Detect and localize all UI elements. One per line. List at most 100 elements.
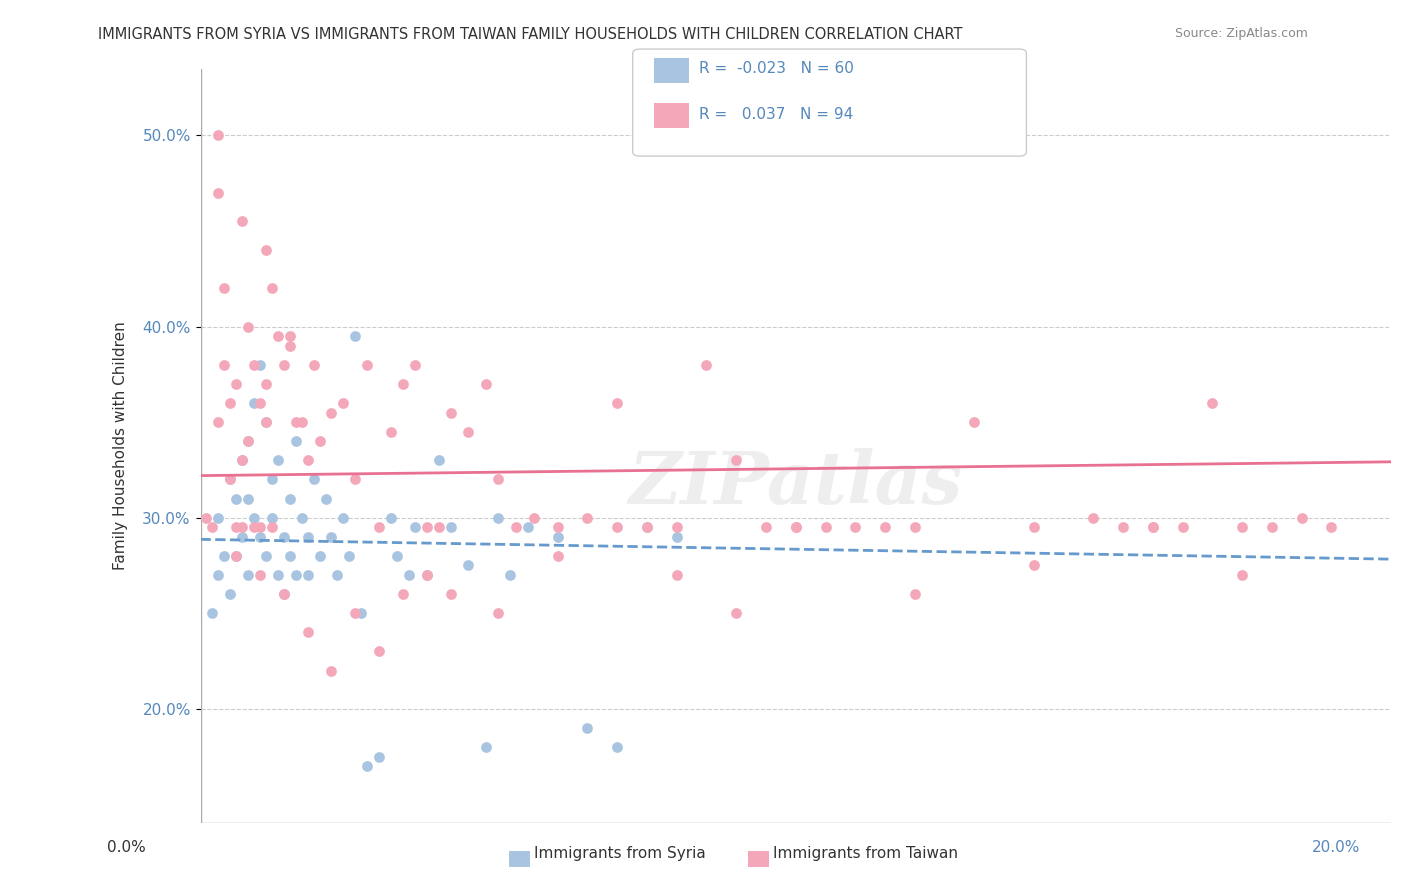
Point: [439, 520, 461, 534]
Point: [201, 606, 224, 620]
Point: [486, 606, 509, 620]
Point: [278, 339, 301, 353]
Point: [207, 568, 229, 582]
Point: [1083, 510, 1105, 524]
Point: [499, 568, 522, 582]
Point: [725, 453, 748, 467]
Point: [785, 520, 807, 534]
Text: IMMIGRANTS FROM SYRIA VS IMMIGRANTS FROM TAIWAN FAMILY HOUSEHOLDS WITH CHILDREN : IMMIGRANTS FROM SYRIA VS IMMIGRANTS FROM…: [98, 27, 963, 42]
Point: [505, 520, 527, 534]
Point: [606, 520, 628, 534]
Point: [523, 510, 546, 524]
Point: [260, 472, 283, 486]
Point: [302, 358, 325, 372]
Point: [332, 396, 354, 410]
Point: [214, 281, 236, 295]
Point: [267, 329, 290, 343]
Point: [321, 406, 343, 420]
Point: [254, 243, 277, 257]
Point: [273, 530, 295, 544]
Text: 0.0%: 0.0%: [107, 840, 146, 855]
Point: [249, 396, 271, 410]
Point: [368, 520, 391, 534]
Point: [439, 406, 461, 420]
Point: [356, 358, 378, 372]
Point: [439, 587, 461, 601]
Point: [243, 396, 266, 410]
Point: [785, 520, 807, 534]
Point: [236, 319, 259, 334]
Point: [398, 568, 420, 582]
Point: [1112, 520, 1135, 534]
Text: Immigrants from Taiwan: Immigrants from Taiwan: [773, 847, 959, 861]
Point: [636, 520, 658, 534]
Point: [207, 186, 229, 200]
Point: [249, 520, 271, 534]
Point: [725, 606, 748, 620]
Point: [475, 739, 498, 754]
Point: [243, 510, 266, 524]
Point: [273, 587, 295, 601]
Point: [665, 530, 688, 544]
Point: [1230, 520, 1253, 534]
Point: [219, 587, 242, 601]
Point: [225, 491, 247, 506]
Point: [231, 520, 253, 534]
Point: [297, 530, 319, 544]
Point: [332, 510, 354, 524]
Point: [297, 453, 319, 467]
Text: 20.0%: 20.0%: [1312, 840, 1360, 855]
Point: [547, 530, 569, 544]
Point: [219, 472, 242, 486]
Point: [297, 568, 319, 582]
Point: [427, 520, 450, 534]
Point: [225, 549, 247, 563]
Point: [236, 491, 259, 506]
Point: [284, 415, 307, 429]
Point: [243, 520, 266, 534]
Y-axis label: Family Households with Children: Family Households with Children: [114, 322, 128, 570]
Point: [547, 549, 569, 563]
Point: [236, 434, 259, 449]
Point: [755, 520, 778, 534]
Point: [695, 358, 717, 372]
Point: [392, 376, 415, 391]
Point: [254, 376, 277, 391]
Text: Immigrants from Syria: Immigrants from Syria: [534, 847, 706, 861]
Point: [963, 415, 986, 429]
Point: [231, 453, 253, 467]
Point: [380, 510, 402, 524]
Point: [404, 520, 426, 534]
Point: [297, 625, 319, 640]
Point: [249, 568, 271, 582]
Point: [225, 520, 247, 534]
Point: [207, 415, 229, 429]
Point: [243, 358, 266, 372]
Point: [904, 520, 927, 534]
Point: [636, 520, 658, 534]
Point: [1291, 510, 1313, 524]
Point: [350, 606, 373, 620]
Point: [249, 530, 271, 544]
Point: [457, 558, 479, 573]
Point: [195, 510, 218, 524]
Point: [486, 472, 509, 486]
Point: [344, 472, 367, 486]
Point: [415, 568, 437, 582]
Point: [260, 281, 283, 295]
Point: [207, 510, 229, 524]
Point: [236, 434, 259, 449]
Point: [344, 329, 367, 343]
Point: [231, 530, 253, 544]
Point: [308, 549, 330, 563]
Point: [665, 568, 688, 582]
Point: [254, 549, 277, 563]
Point: [486, 510, 509, 524]
Point: [219, 396, 242, 410]
Point: [321, 664, 343, 678]
Point: [516, 520, 538, 534]
Point: [231, 214, 253, 228]
Point: [321, 530, 343, 544]
Point: [214, 358, 236, 372]
Point: [273, 587, 295, 601]
